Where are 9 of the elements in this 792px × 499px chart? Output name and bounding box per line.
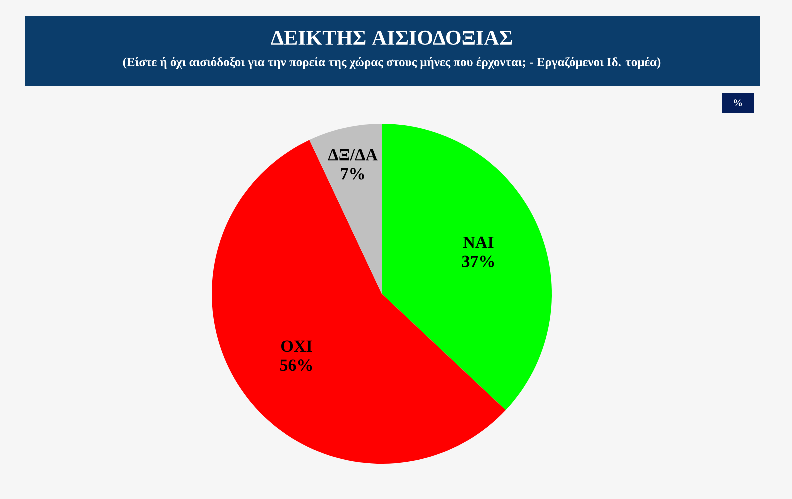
chart-subtitle: (Είστε ή όχι αισιόδοξοι για την πορεία της χώρας στους μήνες που έρχονται; - Εργαζόμενοι Ιδ. τομέα) bbox=[123, 57, 661, 69]
data-label: 37% bbox=[462, 256, 494, 268]
data-label: 56% bbox=[280, 360, 312, 372]
chart-title: ΔΕΙΚΤΗΣ ΑΙΣΙΟΔΟΞΙΑΣ bbox=[271, 30, 512, 46]
slice-label: ΝΑΙ bbox=[463, 236, 494, 248]
slice-label: ΔΞ/ΔΑ bbox=[328, 149, 378, 161]
text: % bbox=[734, 100, 742, 106]
slice-label: ΟΧΙ bbox=[282, 340, 312, 352]
data-label: 7% bbox=[341, 168, 364, 180]
